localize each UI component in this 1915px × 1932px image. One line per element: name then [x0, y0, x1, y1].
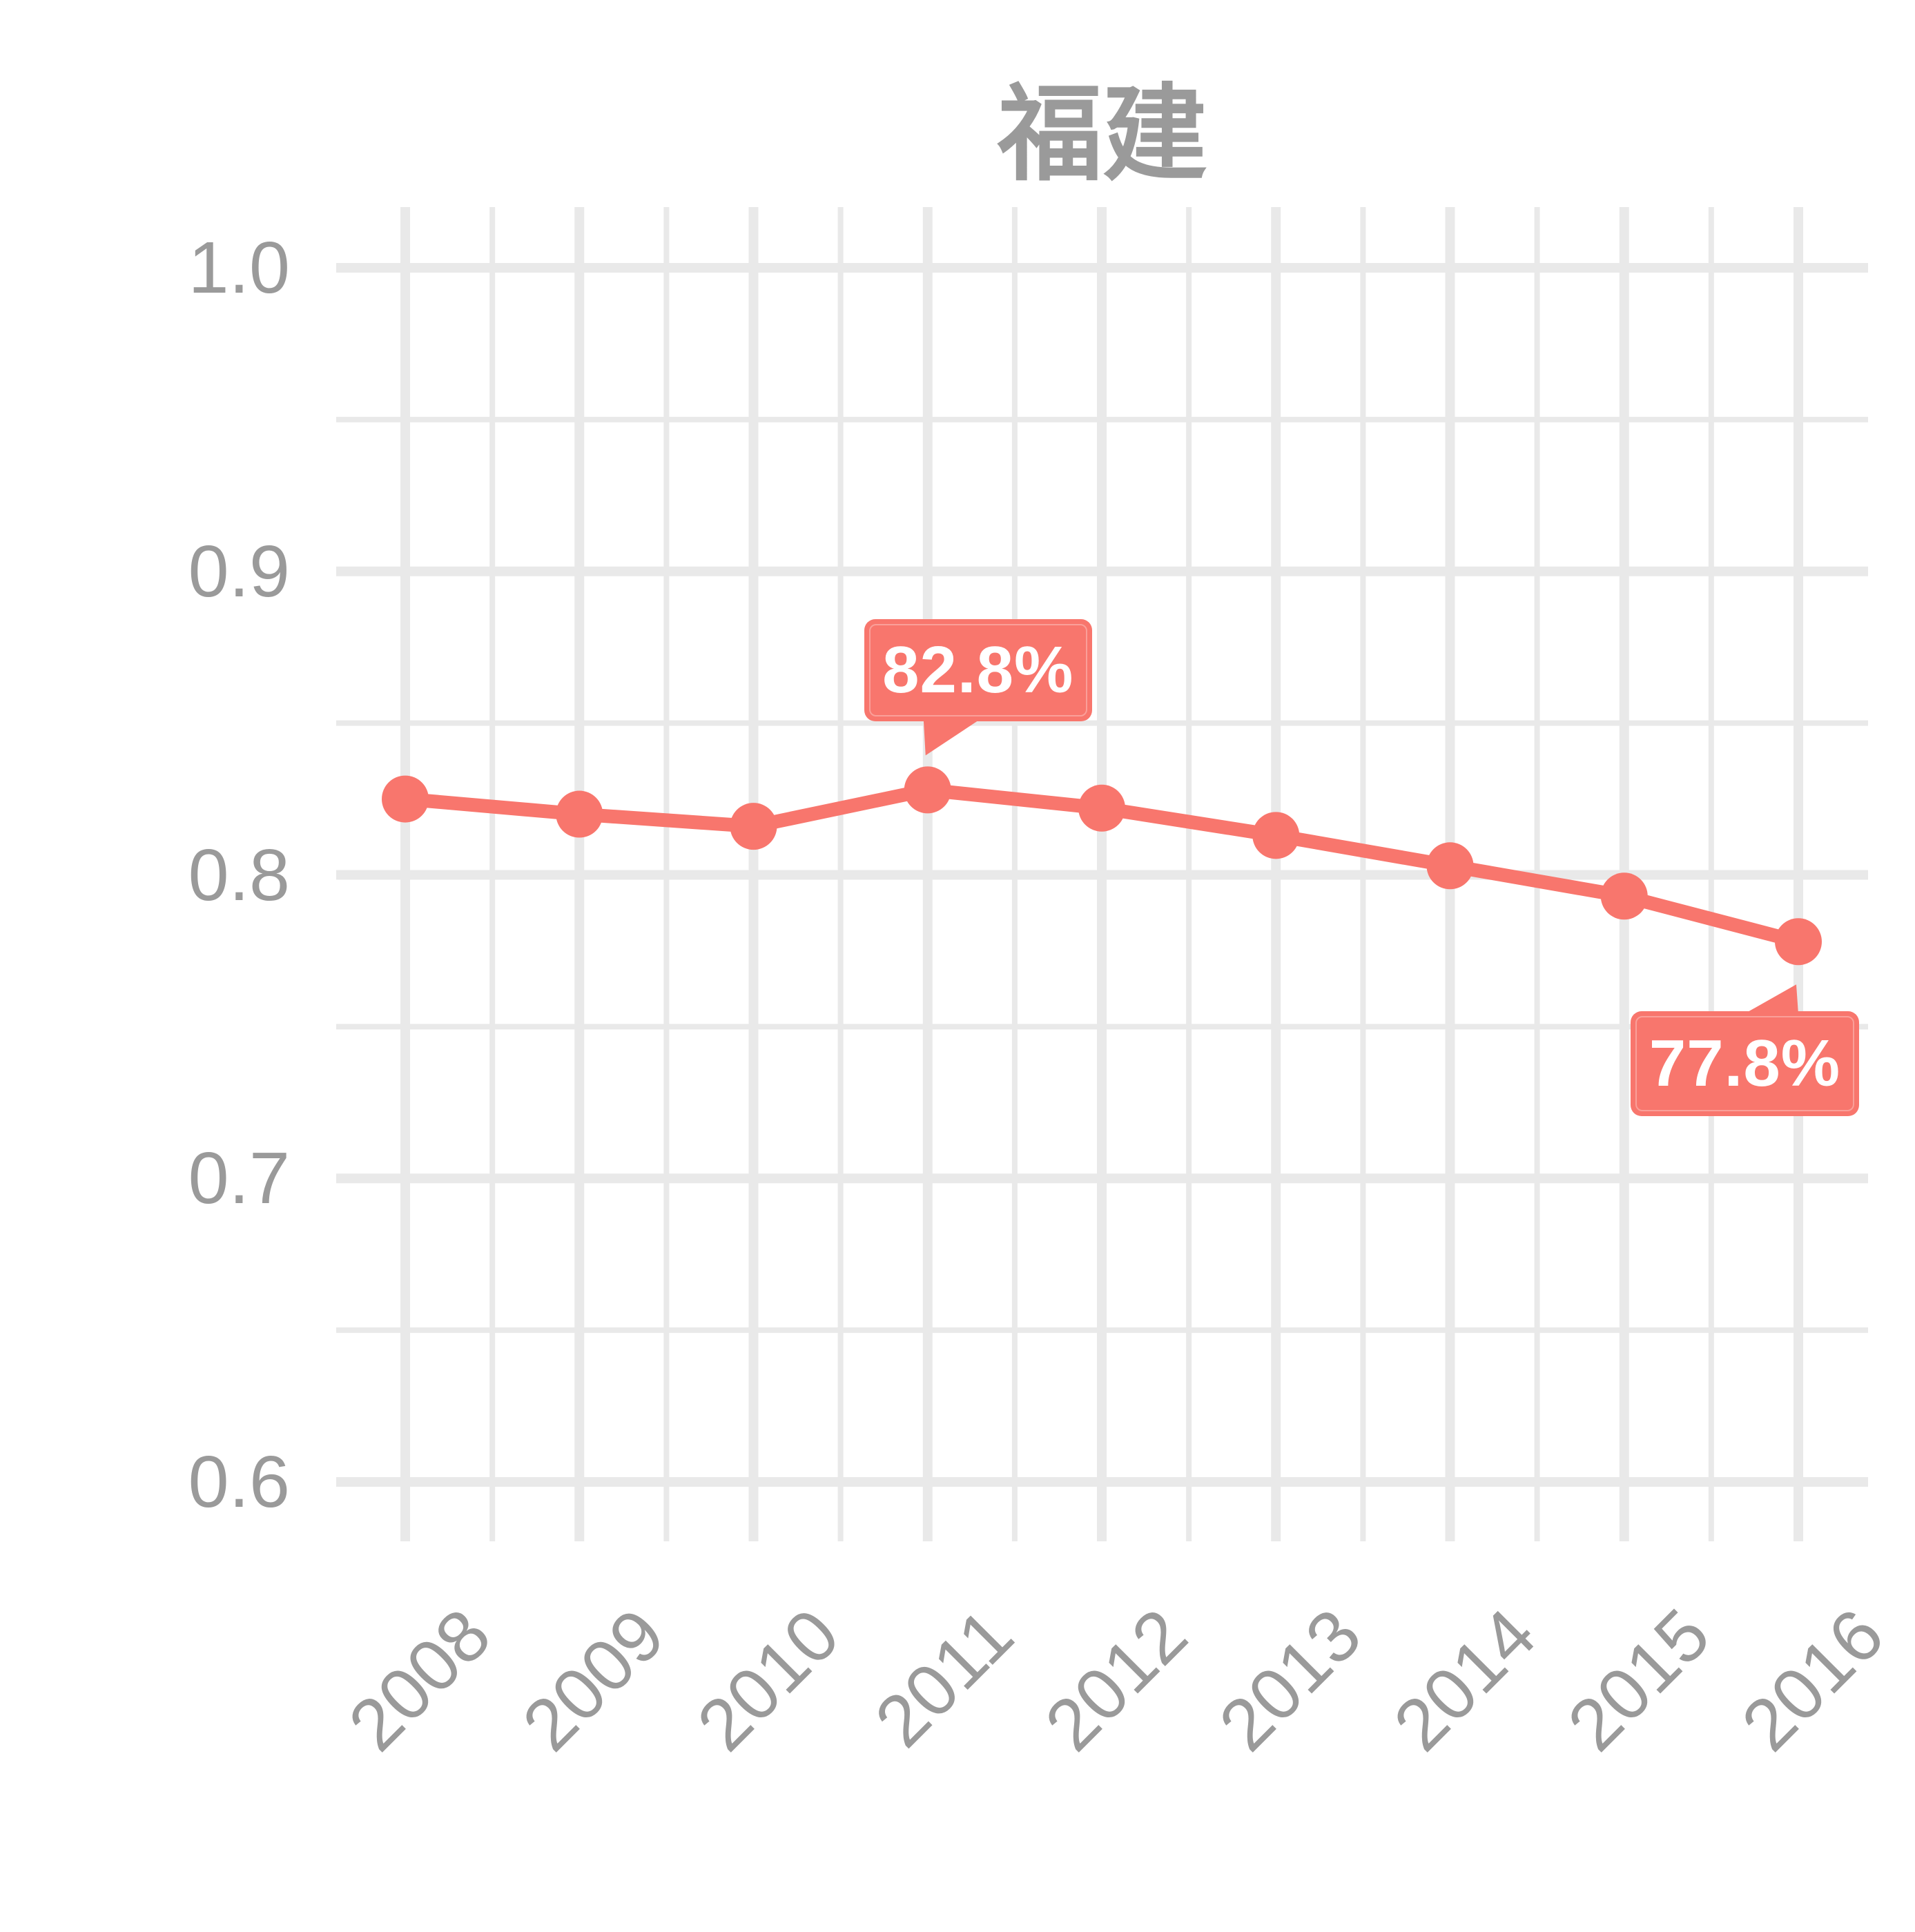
data-point [730, 803, 777, 850]
y-tick-label: 0.9 [188, 530, 290, 612]
y-tick-label: 0.6 [188, 1441, 290, 1523]
x-tick-anchor: 2010 [634, 1593, 854, 1766]
callout-value-label: 77.8% [1649, 1026, 1841, 1101]
y-tick-label: 0.8 [188, 834, 290, 916]
chart-title: 福建 [998, 76, 1207, 193]
x-tick-anchor: 2016 [1678, 1593, 1899, 1766]
y-tick-label: 1.0 [188, 227, 290, 309]
data-point [1252, 812, 1300, 859]
x-tick-anchor: 2012 [982, 1593, 1203, 1766]
x-tick-anchor: 2009 [459, 1593, 680, 1766]
y-tick-label: 0.7 [188, 1138, 290, 1220]
x-tick-anchor: 2013 [1156, 1593, 1377, 1766]
data-point [904, 766, 951, 814]
callout-bubble: 82.8% [864, 619, 1092, 722]
x-tick-anchor: 2015 [1504, 1593, 1725, 1766]
data-point [556, 790, 603, 838]
callout-bubble: 77.8% [1631, 1011, 1859, 1117]
data-point [1775, 918, 1822, 966]
data-point [1078, 784, 1125, 832]
callout-tail [923, 719, 981, 756]
x-tick-anchor: 2014 [1330, 1593, 1551, 1766]
callout-tail [1744, 984, 1798, 1015]
data-point [1426, 842, 1474, 890]
x-tick-anchor: 2011 [813, 1593, 1029, 1763]
x-tick-anchor: 2008 [285, 1593, 506, 1766]
data-point [382, 775, 429, 823]
data-point [1600, 872, 1648, 920]
callout-value-label: 82.8% [882, 633, 1074, 708]
